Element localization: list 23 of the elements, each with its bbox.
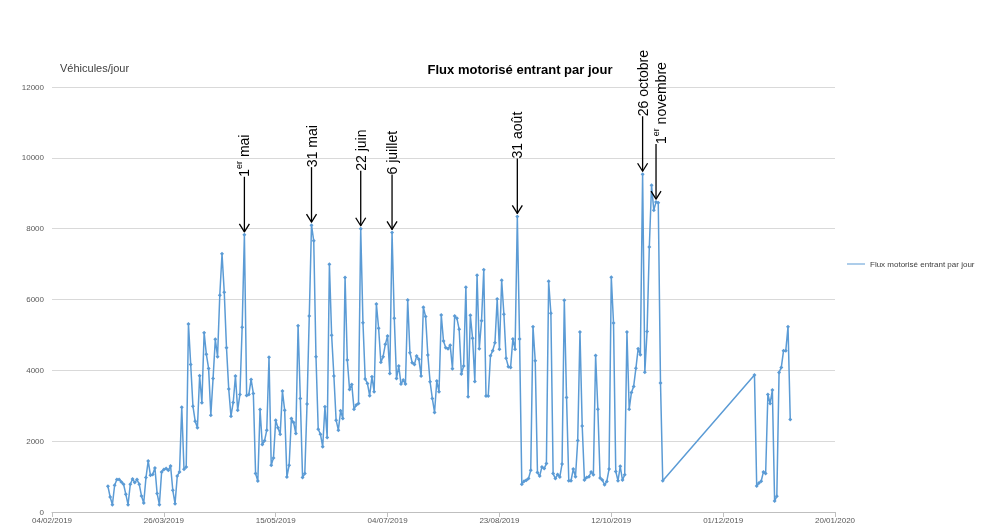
annotation: 26 octobre — [634, 49, 651, 117]
x-tick-label: 26/03/2019 — [143, 515, 185, 525]
y-tick-label: 8000 — [26, 224, 45, 234]
y-tick-label: 4000 — [26, 365, 45, 375]
x-tick-label: 01/12/2019 — [703, 515, 744, 525]
x-tick-label: 23/08/2019 — [479, 515, 520, 525]
y-axis-title: Véhicules/jour — [60, 61, 130, 74]
x-tick-label: 04/02/2019 — [31, 515, 73, 525]
legend-label: Flux motorisé entrant par jour — [870, 259, 975, 269]
x-tick-label: 15/05/2019 — [255, 515, 297, 525]
chart-title: Flux motorisé entrant par jour — [427, 62, 613, 77]
x-tick-label: 12/10/2019 — [591, 515, 632, 525]
y-tick-label: 6000 — [26, 295, 45, 304]
x-tick-label: 04/07/2019 — [367, 515, 409, 525]
annotation: 31 mai — [303, 125, 320, 168]
y-tick-label: 12000 — [21, 82, 45, 92]
annotation: 6 juillet — [384, 130, 401, 175]
y-tick-label: 2000 — [26, 436, 45, 446]
x-tick-label: 20/01/2020 — [814, 515, 856, 525]
y-tick-label: 10000 — [21, 153, 45, 163]
y-tick-label: 0 — [39, 507, 45, 517]
annotation: 22 juin — [352, 129, 369, 171]
annotation: 31 août — [509, 111, 526, 159]
